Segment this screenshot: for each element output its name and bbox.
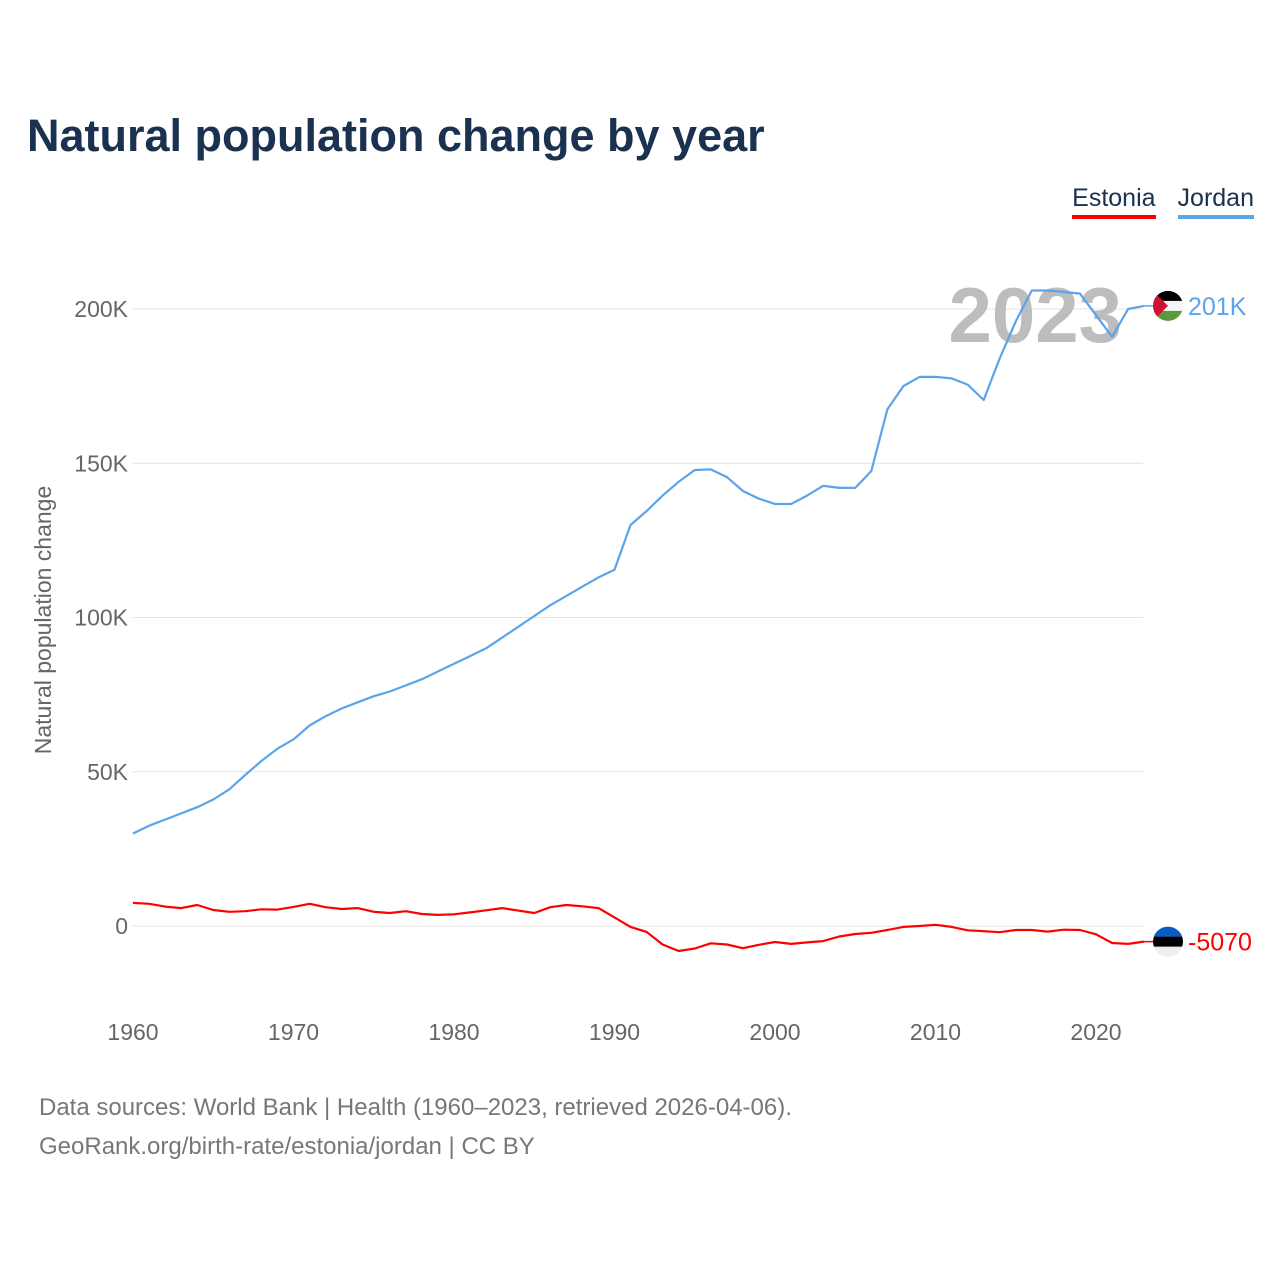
estonia-flag-icon <box>1153 926 1183 957</box>
y-tick-label: 100K <box>74 605 128 631</box>
series-line-estonia <box>132 901 1145 953</box>
x-tick-label: 1970 <box>268 1019 319 1045</box>
footer: Data sources: World Bank | Health (1960–… <box>39 1088 792 1166</box>
legend-item-estonia[interactable]: Estonia <box>1072 184 1156 219</box>
legend: Estonia Jordan <box>1072 184 1254 219</box>
data-sources: Data sources: World Bank | Health (1960–… <box>39 1094 792 1121</box>
chart-title: Natural population change by year <box>27 110 765 161</box>
x-tick-label: 1960 <box>107 1019 158 1045</box>
y-tick-label: 200K <box>74 296 128 322</box>
y-tick-label: 50K <box>87 759 129 785</box>
attribution-link[interactable]: GeoRank.org/birth-rate/estonia/jordan | … <box>39 1133 535 1160</box>
y-tick-label: 0 <box>115 913 128 939</box>
y-tick-label: 150K <box>74 450 128 476</box>
series-line-jordan <box>132 289 1145 835</box>
x-tick-label: 2020 <box>1070 1019 1121 1045</box>
x-tick-label: 1990 <box>589 1019 640 1045</box>
end-value-label: 201K <box>1188 293 1247 321</box>
y-axis-label: Natural population change <box>30 486 56 755</box>
end-value-label: -5070 <box>1188 929 1252 957</box>
jordan-flag-icon <box>1153 290 1183 321</box>
legend-item-jordan[interactable]: Jordan <box>1177 184 1254 219</box>
year-overlay: 2023 <box>948 271 1122 359</box>
x-tick-label: 1980 <box>428 1019 479 1045</box>
x-tick-label: 2000 <box>749 1019 800 1045</box>
x-tick-label: 2010 <box>910 1019 961 1045</box>
